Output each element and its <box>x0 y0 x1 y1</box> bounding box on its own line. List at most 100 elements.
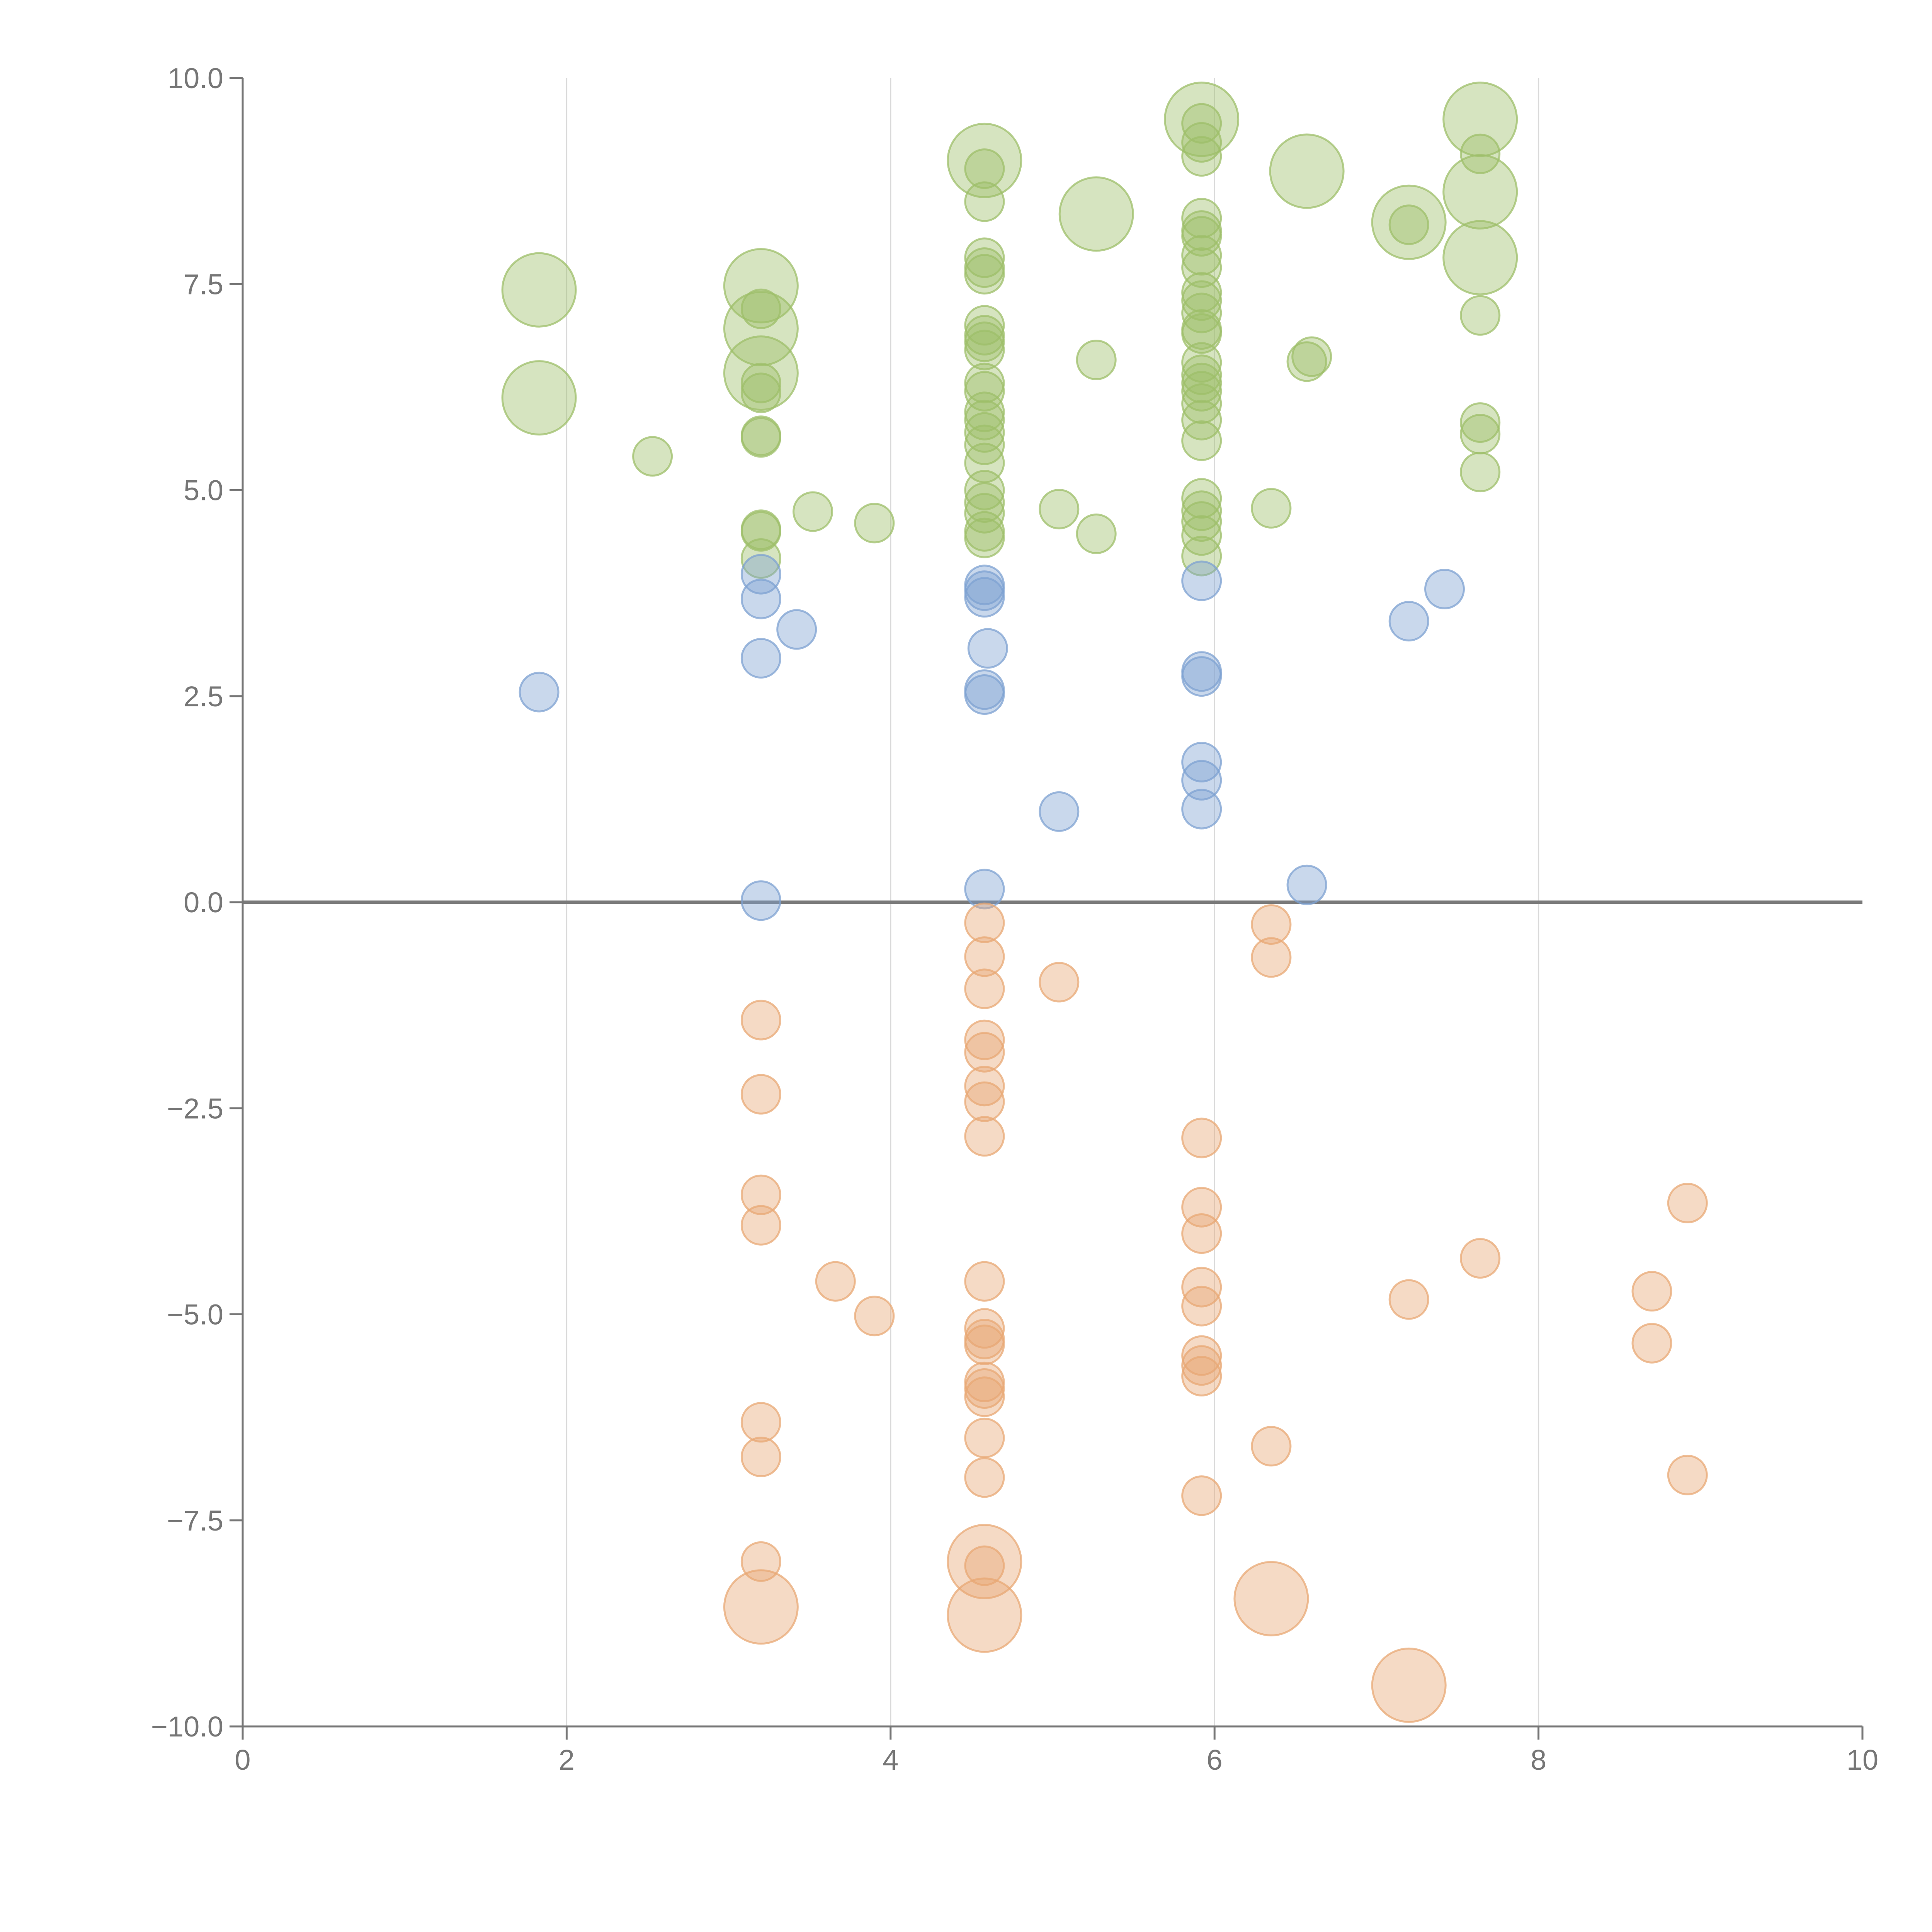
data-point-s3-11 <box>964 902 1005 943</box>
data-point-s2-9 <box>964 577 1005 618</box>
data-point-s1-79 <box>1460 295 1501 336</box>
data-point-s3-27 <box>964 1457 1005 1498</box>
data-point-s1-51 <box>1181 247 1222 288</box>
data-point-s3-5 <box>740 1402 781 1443</box>
data-point-s1-81 <box>1460 414 1501 454</box>
data-point-s3-20 <box>964 1308 1005 1349</box>
data-point-s1-26 <box>964 330 1005 371</box>
data-point-s3-44 <box>1233 1561 1309 1636</box>
data-point-s3-43 <box>1251 1426 1292 1467</box>
x-tick-label: 4 <box>883 1744 898 1776</box>
data-point-s3-50 <box>1667 1183 1708 1223</box>
data-point-s2-21 <box>1286 864 1327 905</box>
data-point-s3-29 <box>964 1545 1005 1586</box>
data-point-s1-28 <box>964 371 1005 412</box>
data-point-s2-20 <box>1181 789 1222 830</box>
data-point-s1-64 <box>1181 478 1222 519</box>
data-point-s1-76 <box>1460 133 1501 174</box>
data-point-s3-32 <box>1181 1117 1222 1158</box>
data-point-s1-32 <box>964 424 1005 465</box>
data-point-s1-52 <box>1181 272 1222 313</box>
x-tick-label: 8 <box>1531 1744 1546 1776</box>
data-point-s2-12 <box>964 674 1005 715</box>
data-point-s1-60 <box>1181 371 1222 412</box>
data-point-s1-72 <box>1291 336 1332 377</box>
data-point-s3-10 <box>854 1296 895 1337</box>
data-point-s1-70 <box>1269 133 1345 209</box>
data-point-s1-40 <box>1058 176 1134 252</box>
y-tick-label: 10.0 <box>168 62 223 94</box>
data-point-s3-45 <box>1388 1279 1429 1320</box>
data-point-s1-5 <box>740 288 781 329</box>
data-point-s3-14 <box>964 1019 1005 1060</box>
data-point-s2-4 <box>740 638 781 679</box>
data-point-s3-31 <box>1039 962 1080 1003</box>
data-point-s2-17 <box>1181 656 1222 697</box>
data-point-s1-34 <box>964 470 1005 510</box>
data-point-s1-36 <box>964 493 1005 534</box>
data-point-s3-36 <box>1181 1286 1222 1327</box>
data-point-s1-38 <box>964 517 1005 558</box>
x-tick-label: 10 <box>1847 1744 1878 1776</box>
data-point-s1-69 <box>1251 488 1292 529</box>
data-point-s1-6 <box>723 291 799 366</box>
data-point-s1-78 <box>1442 220 1518 296</box>
data-point-s3-3 <box>740 1174 781 1215</box>
data-point-s3-28 <box>947 1524 1022 1599</box>
data-point-s3-2 <box>740 1074 781 1115</box>
data-point-s2-19 <box>1181 760 1222 801</box>
y-tick-label: −10.0 <box>151 1711 223 1743</box>
data-point-s1-68 <box>1181 536 1222 577</box>
data-point-s3-15 <box>964 1032 1005 1073</box>
data-point-s1-3 <box>632 436 673 477</box>
data-point-s1-25 <box>964 321 1005 362</box>
data-point-s1-18 <box>964 148 1005 189</box>
data-point-s1-66 <box>1181 501 1222 542</box>
y-tick-label: 7.5 <box>184 268 223 300</box>
data-point-s3-22 <box>964 1324 1005 1365</box>
data-point-s1-14 <box>740 538 781 579</box>
y-tick-label: −7.5 <box>167 1505 223 1537</box>
data-point-s1-20 <box>964 237 1005 278</box>
data-points <box>501 82 1708 1723</box>
data-point-s3-4 <box>740 1205 781 1246</box>
data-point-s3-39 <box>1181 1356 1222 1396</box>
data-point-s3-37 <box>1181 1335 1222 1376</box>
data-point-s2-6 <box>776 609 817 650</box>
data-point-s1-62 <box>1181 400 1222 440</box>
data-point-s1-22 <box>964 254 1005 295</box>
y-tick-label: 0.0 <box>184 886 223 918</box>
x-tick-label: 0 <box>235 1744 250 1776</box>
data-point-s1-73 <box>1371 184 1447 260</box>
data-point-s2-23 <box>1424 569 1465 609</box>
data-point-s3-49 <box>1631 1323 1672 1364</box>
data-point-s3-19 <box>964 1261 1005 1302</box>
data-point-s1-46 <box>1181 136 1222 177</box>
data-point-s3-9 <box>815 1261 856 1302</box>
data-point-s3-1 <box>740 1000 781 1041</box>
x-tick-label: 2 <box>559 1744 575 1776</box>
data-point-s1-67 <box>1181 515 1222 556</box>
data-point-s1-57 <box>1181 342 1222 383</box>
data-point-s1-39 <box>1039 489 1080 530</box>
axes: 0 2 4 6 8 10 10.0 7.5 5.0 2.5 0.0 −2.5 −5.0 −7.5 −10.0 <box>151 62 1878 1776</box>
data-point-s3-48 <box>1631 1271 1672 1312</box>
data-point-s1-45 <box>1181 122 1222 163</box>
data-point-s2-2 <box>740 554 781 595</box>
data-point-s3-46 <box>1371 1647 1447 1723</box>
data-point-s3-47 <box>1460 1238 1501 1279</box>
data-point-s3-24 <box>964 1368 1005 1409</box>
data-point-s1-35 <box>964 482 1005 523</box>
data-point-s1-8 <box>740 362 781 403</box>
series-2-points <box>519 554 1465 921</box>
data-point-s1-19 <box>964 181 1005 222</box>
data-point-s3-30 <box>947 1577 1022 1653</box>
data-point-s1-42 <box>1076 514 1117 554</box>
series-1-points <box>501 82 1518 579</box>
series-3-points <box>723 902 1708 1723</box>
data-point-s1-41 <box>1076 340 1117 380</box>
y-tick-label: −5.0 <box>167 1299 223 1331</box>
y-tick-label: 2.5 <box>184 680 223 713</box>
data-point-s3-42 <box>1251 937 1292 978</box>
